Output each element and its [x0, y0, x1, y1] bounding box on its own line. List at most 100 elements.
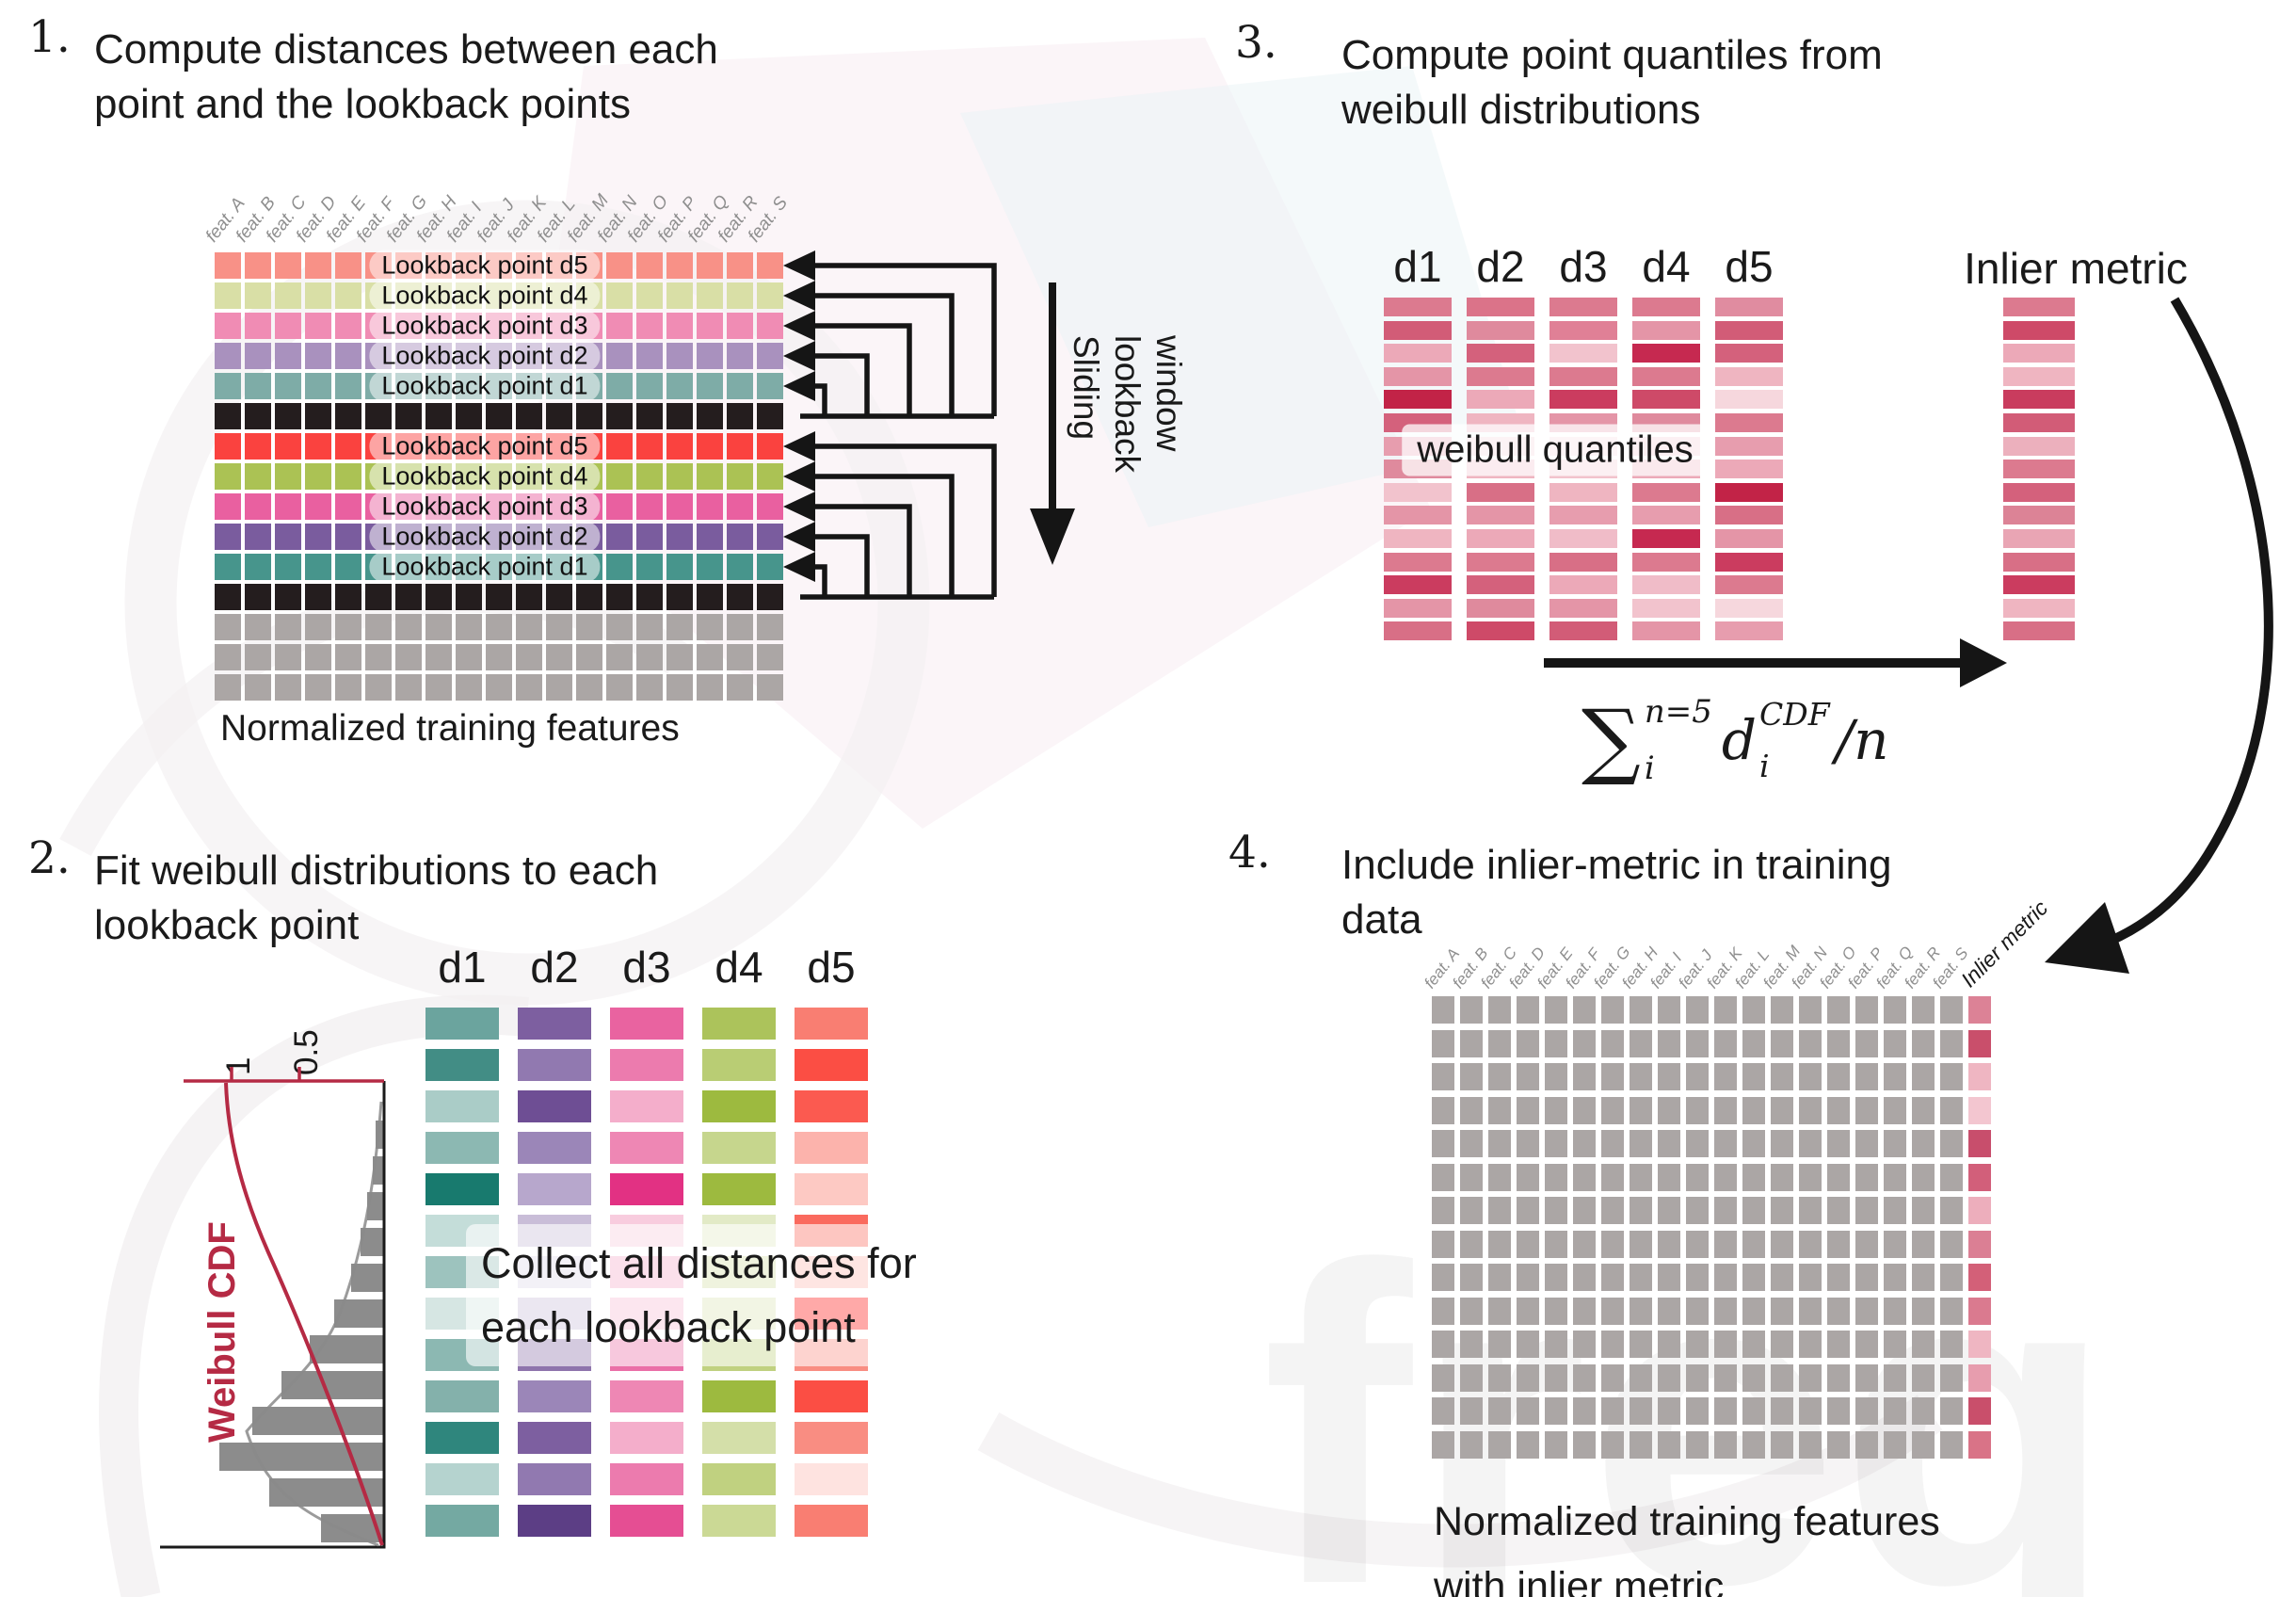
feature-cell [1488, 1297, 1511, 1325]
feature-cell [1630, 996, 1652, 1024]
column-header-d2: d2 [1476, 242, 1525, 291]
feature-cell [697, 524, 723, 550]
feature-cell [395, 644, 422, 670]
feature-cell [757, 313, 783, 339]
feature-cell [1460, 1163, 1483, 1191]
panel3-column-headers: d1 d2 d3 d4 d5 [1384, 241, 1798, 294]
feature-cell [1432, 1297, 1454, 1325]
feature-cell [1855, 1063, 1878, 1090]
feature-cell [486, 614, 512, 640]
feature-cell [1432, 1230, 1454, 1258]
inlier-metric-bar [2003, 390, 2075, 410]
feature-cell [1630, 1197, 1652, 1224]
feature-cell [275, 313, 301, 339]
feature-cell [1714, 1096, 1737, 1124]
quantile-bar [1384, 482, 1452, 502]
feature-cell [275, 282, 301, 309]
feature-cell [1545, 1096, 1567, 1124]
histogram-bar [367, 1192, 384, 1220]
feature-cell [666, 433, 693, 460]
feature-cell [215, 343, 241, 369]
feature-cell [486, 674, 512, 701]
feature-cell [1714, 1197, 1737, 1224]
feature-cell [275, 493, 301, 520]
distance-bar [702, 1505, 776, 1537]
feature-cell [666, 282, 693, 309]
feature-cell [1432, 1029, 1454, 1057]
feature-cell [1714, 1264, 1737, 1291]
feature-cell [1488, 1130, 1511, 1157]
feature-cell [1432, 1096, 1454, 1124]
feature-cell [1940, 1130, 1963, 1157]
quantile-bar [1467, 390, 1534, 410]
feature-cell [697, 614, 723, 640]
feature-cell [636, 554, 663, 580]
feature-cell [1460, 1197, 1483, 1224]
lookback-arrowhead [783, 311, 815, 341]
feature-cell [335, 463, 361, 490]
feature-cell [1855, 1363, 1878, 1392]
quantile-bar [1715, 621, 1783, 641]
histogram-bar [334, 1299, 384, 1328]
feature-cell [215, 433, 241, 460]
feature-cell [425, 644, 452, 670]
inlier-metric-cell [1968, 996, 1991, 1024]
lookback-point-label: Lookback point d1 [369, 551, 601, 583]
feature-cell [1855, 1397, 1878, 1425]
feature-cell [1912, 1063, 1935, 1090]
feature-cell [1573, 1297, 1596, 1325]
distance-bar [610, 1463, 683, 1495]
feature-cell [1573, 1029, 1596, 1057]
feature-cell [245, 674, 271, 701]
feature-cell [1517, 1363, 1539, 1392]
feature-cell [1855, 1029, 1878, 1057]
feature-cell [275, 463, 301, 490]
quantile-bar [1632, 390, 1700, 410]
feature-cell [666, 252, 693, 279]
feature-cell [697, 584, 723, 610]
feature-cell [697, 493, 723, 520]
feature-cell [1884, 1096, 1906, 1124]
inlier-metric-bar [2003, 344, 2075, 363]
feature-cell [305, 463, 331, 490]
feature-cell [1658, 1331, 1680, 1358]
quantile-bar [1384, 506, 1452, 525]
lookback-arrow-line [815, 534, 870, 597]
feature-cell [1517, 1130, 1539, 1157]
feature-cell [546, 614, 572, 640]
lookback-arrowhead [783, 552, 815, 582]
feature-cell [1912, 1397, 1935, 1425]
quantile-bar [1715, 413, 1783, 432]
inlier-metric-bar [2003, 460, 2075, 479]
feature-cell [335, 524, 361, 550]
distance-bar [795, 1008, 868, 1040]
weibull-axis-tick-05: 0.5 [288, 1029, 325, 1075]
feature-cell [1432, 1130, 1454, 1157]
feature-cell [1601, 1331, 1624, 1358]
feature-cell [1771, 1029, 1793, 1057]
feature-cell [1432, 1063, 1454, 1090]
feature-cell [757, 554, 783, 580]
inlier-metric-cell [1968, 1363, 1991, 1392]
grid-row [215, 614, 783, 640]
feature-cell [636, 343, 663, 369]
feature-cell [1630, 1264, 1652, 1291]
lookback-arrow-line [815, 564, 827, 597]
feature-cell [666, 524, 693, 550]
step-4-title: Include inlier-metric in training data [1341, 842, 1892, 944]
feature-cell [1686, 1363, 1709, 1392]
sliding-window-label-word: window [1149, 335, 1188, 452]
feature-cell [1545, 1264, 1567, 1291]
feature-cell [1658, 1163, 1680, 1191]
feature-cell [365, 584, 392, 610]
panel1-training-grid: Lookback point d5 Lookback point d4 Lookba… [215, 250, 783, 701]
feature-cell [606, 282, 633, 309]
feature-cell [1517, 1096, 1539, 1124]
quantile-bar [1632, 320, 1700, 340]
feature-cell [1940, 1264, 1963, 1291]
panel3-weibull-quantiles-label: weibull quantiles [1402, 424, 1709, 476]
grid-row [215, 644, 783, 670]
feature-cell [1742, 1029, 1765, 1057]
distance-bar [425, 1090, 499, 1122]
feature-cell [1827, 1096, 1850, 1124]
